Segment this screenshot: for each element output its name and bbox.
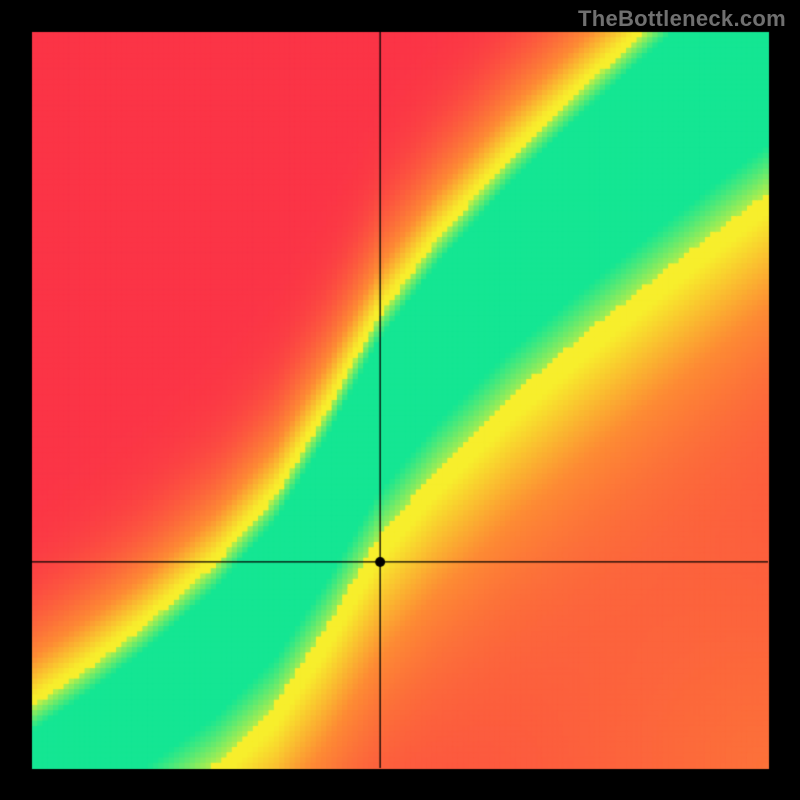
chart-container: TheBottleneck.com (0, 0, 800, 800)
watermark-text: TheBottleneck.com (578, 6, 786, 32)
heatmap-canvas (0, 0, 800, 800)
